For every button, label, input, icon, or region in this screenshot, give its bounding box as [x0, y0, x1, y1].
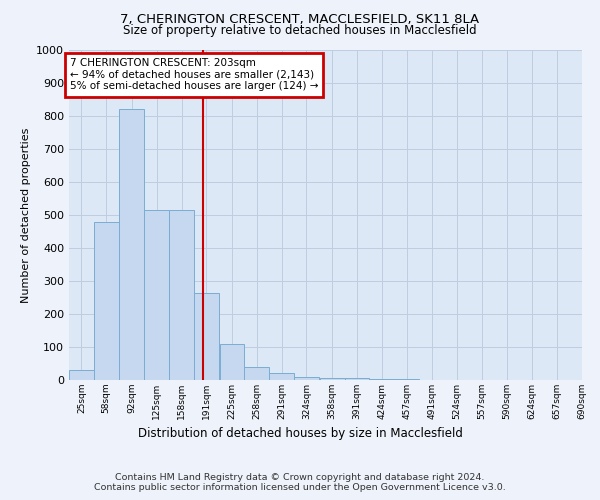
Text: Size of property relative to detached houses in Macclesfield: Size of property relative to detached ho… — [123, 24, 477, 37]
Text: Contains public sector information licensed under the Open Government Licence v3: Contains public sector information licen… — [94, 484, 506, 492]
Bar — [320, 378, 344, 380]
Text: Contains HM Land Registry data © Crown copyright and database right 2024.: Contains HM Land Registry data © Crown c… — [115, 472, 485, 482]
Bar — [344, 378, 370, 380]
Bar — [220, 344, 244, 380]
Y-axis label: Number of detached properties: Number of detached properties — [20, 128, 31, 302]
Bar — [69, 370, 94, 380]
Bar — [144, 210, 169, 380]
Text: 7 CHERINGTON CRESCENT: 203sqm
← 94% of detached houses are smaller (2,143)
5% of: 7 CHERINGTON CRESCENT: 203sqm ← 94% of d… — [70, 58, 318, 92]
Bar — [269, 374, 294, 380]
Bar — [294, 376, 319, 380]
Bar — [94, 222, 119, 380]
Text: Distribution of detached houses by size in Macclesfield: Distribution of detached houses by size … — [137, 428, 463, 440]
Bar — [194, 292, 219, 380]
Bar — [370, 379, 394, 380]
Bar — [169, 210, 194, 380]
Bar — [244, 367, 269, 380]
Bar — [119, 110, 144, 380]
Text: 7, CHERINGTON CRESCENT, MACCLESFIELD, SK11 8LA: 7, CHERINGTON CRESCENT, MACCLESFIELD, SK… — [121, 12, 479, 26]
